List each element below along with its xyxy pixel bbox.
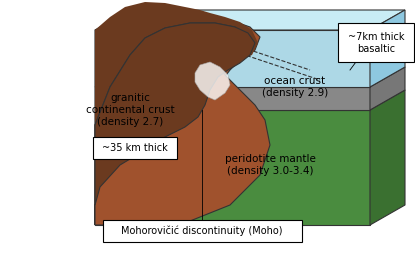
Polygon shape <box>370 67 405 110</box>
Text: granitic
continental crust
(density 2.7): granitic continental crust (density 2.7) <box>85 93 174 127</box>
Polygon shape <box>95 87 370 110</box>
Polygon shape <box>95 10 405 30</box>
Polygon shape <box>95 30 370 87</box>
Polygon shape <box>370 90 405 225</box>
Text: peridotite mantle
(density 3.0-3.4): peridotite mantle (density 3.0-3.4) <box>225 154 315 176</box>
Text: ~7km thick
basaltic: ~7km thick basaltic <box>348 32 404 54</box>
Text: ~35 km thick: ~35 km thick <box>102 143 168 153</box>
Polygon shape <box>95 2 258 205</box>
Polygon shape <box>95 90 405 110</box>
Polygon shape <box>95 23 255 205</box>
FancyBboxPatch shape <box>103 220 302 242</box>
Polygon shape <box>95 23 270 225</box>
Polygon shape <box>95 110 370 225</box>
Polygon shape <box>95 67 405 87</box>
Text: ocean crust
(density 2.9): ocean crust (density 2.9) <box>262 76 328 98</box>
Text: Mohorovičić discontinuity (Moho): Mohorovičić discontinuity (Moho) <box>121 226 283 236</box>
Polygon shape <box>95 17 260 225</box>
Polygon shape <box>195 62 230 100</box>
FancyBboxPatch shape <box>93 137 177 159</box>
FancyBboxPatch shape <box>338 23 414 62</box>
Polygon shape <box>370 10 405 87</box>
